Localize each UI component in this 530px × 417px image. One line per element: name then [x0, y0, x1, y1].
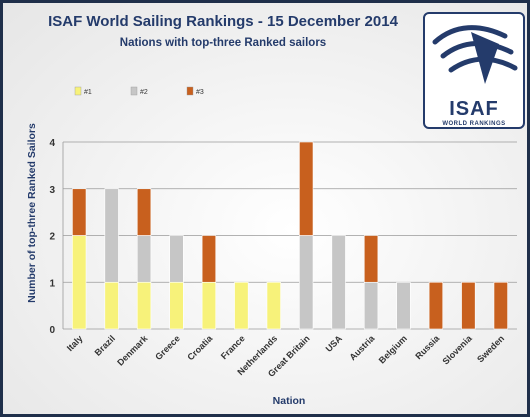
x-category-label: Austria: [347, 333, 377, 363]
bar-segment-netherlands-0: [266, 281, 281, 330]
legend-label: #2: [140, 89, 148, 96]
bar-segment-france-0: [234, 281, 249, 330]
bar-segment-italy-2: [72, 188, 87, 236]
x-category-label: Denmark: [115, 333, 150, 368]
y-tick-label: 2: [49, 232, 55, 243]
isaf-logo: ISAF WORLD RANKINGS: [423, 12, 525, 129]
y-tick-label: 3: [49, 185, 55, 196]
bar-segment-russia-2: [428, 281, 444, 330]
bar-segment-italy-0: [72, 235, 87, 330]
bar-segment-denmark-1: [136, 235, 152, 283]
bar-segment-great-britain-1: [299, 235, 314, 330]
y-axis-title: Number of top-three Ranked Sailors: [26, 123, 38, 303]
bar-segment-sweden-2: [493, 281, 508, 330]
bar-segment-austria-1: [363, 281, 379, 330]
x-category-label: Belgium: [377, 333, 409, 365]
legend-swatch: [130, 86, 138, 96]
y-tick-label: 1: [49, 278, 55, 289]
y-tick-labels: 0 1 2 3 4: [49, 138, 55, 336]
bar-segment-greece-0: [169, 281, 184, 330]
x-category-label: USA: [324, 333, 345, 354]
legend-swatch: [186, 86, 194, 96]
legend-label: #3: [196, 89, 204, 96]
x-category-label: France: [219, 333, 247, 361]
bar-segment-croatia-2: [201, 235, 217, 283]
logo-subtext: WORLD RANKINGS: [442, 121, 506, 127]
x-category-label: Croatia: [185, 333, 215, 363]
chart-frame: ISAF World Sailing Rankings - 15 Decembe…: [3, 3, 527, 414]
x-category-label: Slovenia: [441, 333, 475, 367]
sail-emblem-icon: [432, 25, 518, 84]
x-category-label: Russia: [413, 333, 442, 362]
bar-segment-greece-1: [169, 235, 184, 283]
x-axis-title: Nation: [273, 395, 306, 407]
y-tick-label: 0: [49, 325, 55, 336]
legend: #1 #2 #3: [74, 86, 204, 96]
bar-segment-usa-1: [331, 235, 346, 330]
x-category-label: Greece: [153, 333, 182, 362]
legend-label: #1: [84, 89, 92, 96]
bar-segment-croatia-0: [201, 281, 217, 330]
chart-subtitle: Nations with top-three Ranked sailors: [119, 37, 327, 49]
logo-text: ISAF: [449, 98, 499, 120]
bars: [72, 141, 508, 330]
x-category-label: Brazil: [93, 333, 117, 357]
bar-segment-denmark-0: [136, 281, 152, 330]
gridlines: [62, 141, 517, 330]
y-tick-label: 4: [49, 138, 55, 149]
bar-segment-belgium-1: [396, 281, 411, 330]
legend-swatch: [74, 86, 82, 96]
x-category-label: Italy: [65, 333, 85, 353]
bar-segment-austria-2: [363, 235, 379, 283]
bar-segment-brazil-1: [104, 188, 119, 283]
bar-segment-slovenia-2: [461, 281, 476, 330]
bar-segment-denmark-2: [136, 188, 152, 236]
bar-segment-great-britain-2: [299, 141, 314, 236]
bar-segment-brazil-0: [104, 281, 119, 330]
x-category-label: Sweden: [475, 333, 506, 364]
chart-title: ISAF World Sailing Rankings - 15 Decembe…: [48, 13, 398, 30]
